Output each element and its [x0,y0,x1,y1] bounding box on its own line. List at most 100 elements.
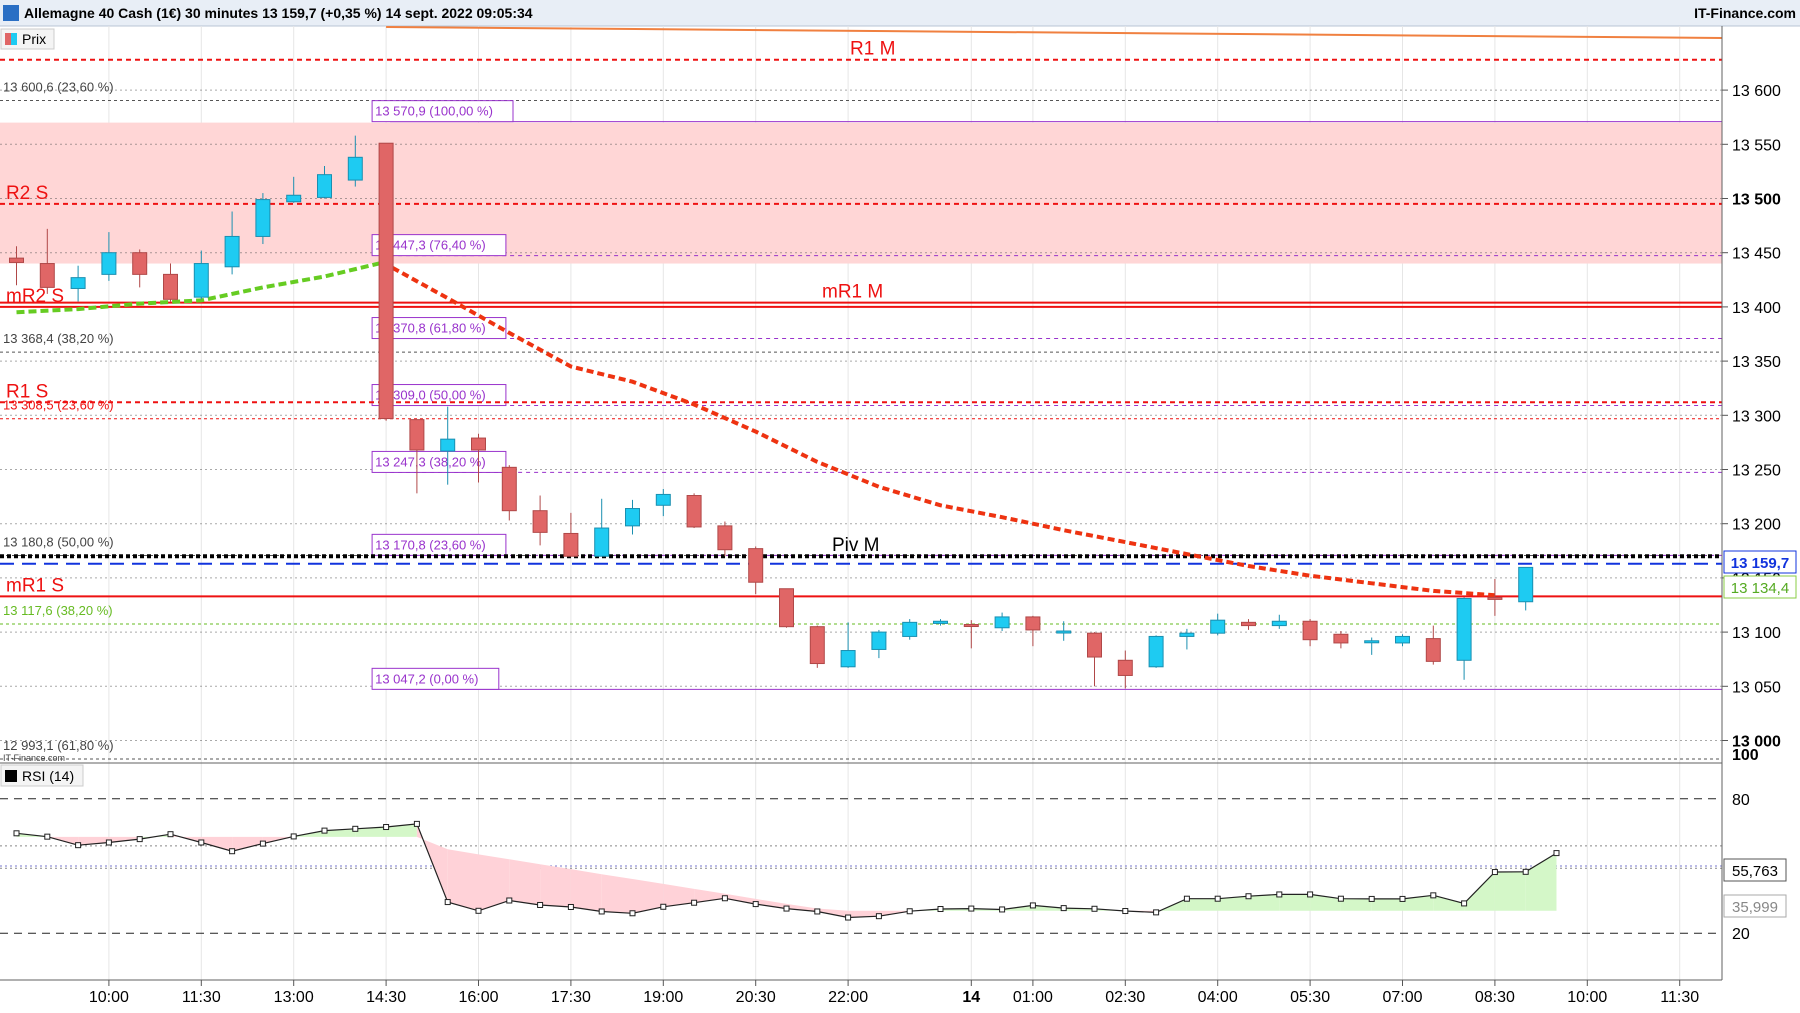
rsi-secondary-value: 35,999 [1732,899,1778,916]
rsi-point [691,899,698,906]
rsi-fill-segment [1186,898,1218,911]
retracement-label: 13 180,8 (50,00 %) [3,535,114,550]
resistance-zone [0,122,1722,264]
candle-body [70,277,86,289]
r1m-trend-line [386,26,1723,39]
fib-level-box [371,317,507,340]
rsi-point [1368,895,1375,902]
rsi-point [352,825,359,832]
candle-body [1333,633,1349,644]
candle-body [378,142,394,420]
time-tick-label: 07:00 [1382,989,1422,1006]
rsi-fill-segment [201,836,233,852]
rsi-fill-segment [848,910,879,918]
rsi-fill-segment [1494,871,1526,911]
candle-body [1241,621,1256,627]
fib-level-label: 13 570,9 (100,00 %) [375,104,493,119]
rsi-tick-label: 80 [1732,792,1750,809]
time-tick-label: 17:30 [551,989,591,1006]
rsi-point [44,833,51,840]
candle-body [532,510,548,533]
time-tick-label: 13:00 [274,989,314,1006]
rsi-point [413,820,420,827]
rsi-tick-label: 100 [1732,747,1759,764]
rsi-tick-label: 20 [1732,926,1750,943]
candle-body [1179,632,1195,637]
rsi-legend-box [0,764,84,787]
candle-body [717,525,733,551]
rsi-point [1122,908,1129,915]
candle-body [994,616,1010,629]
rsi-fill-segment [324,828,356,837]
candle-body [1302,620,1318,641]
time-tick-label: 10:00 [89,989,129,1006]
candle-body [1025,616,1041,631]
fib-level-label: 13 247,3 (38,20 %) [375,454,486,469]
price-tick-label: 13 350 [1732,354,1781,371]
rsi-point [136,836,143,843]
candle-body [39,263,55,288]
rsi-fill-segment [1217,896,1249,911]
rsi-point [1553,850,1560,857]
candle-body [409,419,425,451]
rsi-fill-segment [447,849,479,911]
rsi-fill-segment [1340,898,1372,911]
rsi-point [845,914,852,921]
rsi-fill-segment [509,859,541,905]
candle-body [132,252,148,275]
pivot-level-label: mR1 S [6,575,64,596]
rsi-point [1522,868,1529,875]
pivot-level-label: R1 M [850,39,895,60]
rsi-fill-segment [386,823,417,837]
rsi-point [475,907,482,914]
candle-body [933,620,948,624]
app-icon [3,5,19,21]
retracement-label: 13 600,6 (23,60 %) [3,79,114,94]
candle-body [1487,596,1503,600]
secondary-price-tag-box [1723,575,1797,599]
candle-body [101,252,117,275]
time-tick-label: 04:00 [1198,989,1238,1006]
rsi-point [1461,900,1468,907]
rsi-point [1214,895,1221,902]
rsi-fill-segment [1433,895,1465,911]
candle-body [1425,638,1441,662]
rsi-fill-segment [1525,853,1557,911]
price-legend[interactable]: Prix [0,28,55,50]
time-tick-label: 20:30 [736,989,776,1006]
rsi-point [1245,893,1252,900]
candle-body [1518,566,1534,603]
rsi-value-tag-box [1723,858,1787,882]
price-legend-swatch-blue [11,33,17,45]
rsi-legend-swatch [5,770,17,782]
rsi-point [105,839,112,846]
rsi-point [1276,891,1283,898]
rsi-fill-segment [601,874,633,914]
rsi-point [444,899,451,906]
price-tick-label: 13 550 [1732,137,1781,154]
time-tick-label: 01:00 [1013,989,1053,1006]
rsi-point [383,824,390,831]
fib-level-label: 13 309,0 (50,00 %) [375,388,486,403]
candle-body [255,199,271,237]
watermark: IT-Finance.com [3,753,65,763]
rsi-legend[interactable]: RSI (14) [0,764,84,787]
time-tick-label: 08:30 [1475,989,1515,1006]
candle-body [1148,635,1164,668]
candle-body [779,588,794,628]
time-tick-label: 14 [962,989,980,1006]
rsi-point [506,897,513,904]
candle-body [809,626,825,665]
rsi-point [875,913,882,920]
candle-body [193,263,209,298]
candle-body [686,495,702,528]
rsi-point [259,840,266,847]
rsi-fill-segment [355,827,387,837]
candle-body [1271,620,1287,627]
rsi-point [1337,895,1344,902]
retracement-label: 12 993,1 (61,80 %) [3,738,114,753]
secondary-price-tag: 13 134,4 [1723,575,1797,599]
rsi-fill-segment [663,883,695,907]
price-tick-label: 13 400 [1732,300,1781,317]
candle-body [655,493,671,506]
